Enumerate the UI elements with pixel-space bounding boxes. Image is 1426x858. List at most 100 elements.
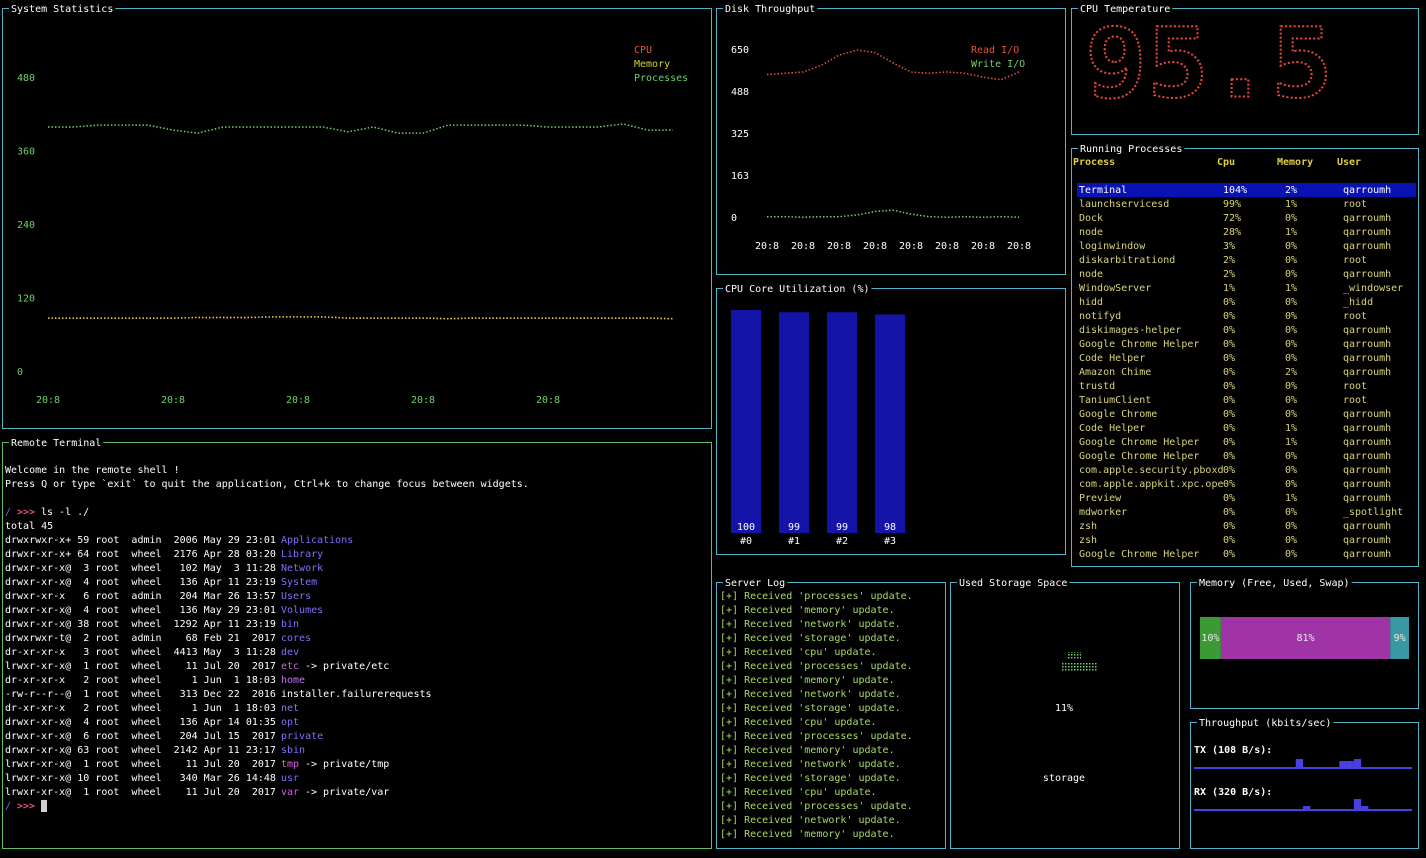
file-name: bin (281, 619, 299, 630)
tx-baseline (1194, 767, 1412, 769)
panel-border (2, 8, 712, 429)
file-name: private (281, 731, 323, 742)
column-header: User (1337, 157, 1361, 168)
terminal-line: total 45 (5, 521, 53, 532)
file-meta: lrwxr-xr-x@ 1 root wheel 11 Jul 20 2017 (5, 787, 276, 798)
table-cell: Google Chrome Helper (1079, 339, 1199, 350)
log-line: [+] Received 'processes' update. (720, 591, 913, 602)
table-cell: notifyd (1079, 311, 1121, 322)
table-cell: 3% (1223, 241, 1235, 252)
x-tick-label: 20:8 (791, 241, 815, 252)
table-cell: 0% (1285, 381, 1297, 392)
table-cell: 1% (1223, 283, 1235, 294)
data-line (767, 209, 1020, 218)
terminal-line: Press Q or type `exit` to quit the appli… (5, 478, 529, 490)
file-name: usr (281, 773, 299, 784)
x-tick-label: 20:8 (36, 395, 60, 406)
value-label: 9% (1394, 633, 1406, 644)
table-cell: qarroumh (1343, 535, 1391, 546)
table-cell: node (1079, 269, 1103, 280)
file-name: installer.failurerequests (281, 689, 432, 700)
table-cell: 0% (1223, 493, 1235, 504)
file-name: dev (281, 647, 299, 658)
file-meta: drwxr-xr-x@ 4 root wheel 136 Apr 11 23:1… (5, 577, 276, 588)
panel-title-bg (957, 577, 1070, 589)
table-cell: root (1343, 199, 1367, 210)
spark-bar (1339, 761, 1347, 767)
table-cell: 0% (1223, 521, 1235, 532)
panel-border (2, 442, 712, 849)
file-meta: drwxr-xr-x@ 4 root wheel 136 May 29 23:0… (5, 605, 276, 616)
table-cell: qarroumh (1343, 325, 1391, 336)
panel-border (716, 8, 1066, 275)
table-cell: 0% (1285, 241, 1297, 252)
link-target: -> private/etc (305, 661, 389, 672)
table-cell: qarroumh (1343, 213, 1391, 224)
column-header: Cpu (1217, 157, 1235, 168)
file-name: sbin (281, 745, 305, 756)
log-line: [+] Received 'cpu' update. (720, 717, 877, 728)
file-meta: drwxr-xr-x 6 root admin 204 Mar 26 13:57 (5, 591, 276, 602)
x-tick-label: 20:8 (863, 241, 887, 252)
table-cell: root (1343, 255, 1367, 266)
table-cell: 72% (1223, 213, 1241, 224)
panel-title-bg (1197, 717, 1334, 729)
table-cell: loginwindow (1079, 241, 1146, 252)
series-label: TX (108 B/s): (1194, 745, 1272, 756)
table-cell: mdworker (1079, 507, 1127, 518)
file-meta: lrwxr-xr-x@ 1 root wheel 11 Jul 20 2017 (5, 661, 276, 672)
table-cell: qarroumh (1343, 353, 1391, 364)
log-line: [+] Received 'storage' update. (720, 703, 901, 714)
table-cell: 0% (1285, 521, 1297, 532)
storage-glyph (1061, 662, 1097, 671)
value-label: 100 (737, 522, 755, 533)
table-cell: 0% (1285, 535, 1297, 546)
x-tick-label: 20:8 (899, 241, 923, 252)
panel-border (716, 582, 946, 849)
panel-title-bg (723, 283, 872, 295)
table-cell: 0% (1223, 325, 1235, 336)
table-cell: 0% (1285, 339, 1297, 350)
file-meta: drwxr-xr-x@ 4 root wheel 136 Apr 14 01:3… (5, 717, 276, 728)
x-tick-label: #1 (788, 536, 800, 547)
table-cell: Amazon Chime (1079, 367, 1151, 378)
panel-title-bg (9, 3, 116, 15)
table-cell: WindowServer (1079, 283, 1151, 294)
table-cell: trustd (1079, 381, 1115, 392)
file-meta: dr-xr-xr-x 3 root wheel 4413 May 3 11:28 (5, 647, 276, 658)
legend-entry: Read I/O (971, 45, 1019, 56)
value-label: 99 (788, 522, 800, 533)
table-cell: 1% (1285, 493, 1297, 504)
file-meta: drwxr-xr-x+ 64 root wheel 2176 Apr 28 03… (5, 549, 276, 560)
log-line: [+] Received 'network' update. (720, 619, 901, 630)
panel-title: Server Log (725, 578, 785, 589)
file-name: net (281, 703, 299, 714)
table-cell: 0% (1223, 367, 1235, 378)
table-cell: qarroumh (1343, 367, 1391, 378)
table-cell: 1% (1285, 227, 1297, 238)
log-line: [+] Received 'network' update. (720, 759, 901, 770)
x-tick-label: 20:8 (935, 241, 959, 252)
y-tick-label: 488 (731, 87, 749, 98)
panel-title: Remote Terminal (11, 438, 101, 449)
log-line: [+] Received 'processes' update. (720, 731, 913, 742)
table-cell: 0% (1285, 213, 1297, 224)
value-label: 99 (836, 522, 848, 533)
table-cell: zsh (1079, 535, 1097, 546)
table-cell: 0% (1223, 381, 1235, 392)
file-name: var (281, 787, 299, 798)
table-cell: 0% (1285, 465, 1297, 476)
panel-title: Disk Throughput (725, 4, 815, 15)
spark-bar (1346, 761, 1354, 767)
table-cell: 1% (1285, 437, 1297, 448)
panel-title: System Statistics (11, 4, 113, 15)
table-cell: qarroumh (1343, 451, 1391, 462)
file-name: Library (281, 549, 323, 560)
selected-row[interactable] (1077, 183, 1416, 197)
table-cell: 2% (1223, 255, 1235, 266)
table-cell: 1% (1285, 199, 1297, 210)
table-cell: 1% (1285, 423, 1297, 434)
spark-bar (1353, 759, 1362, 767)
column-header: Process (1073, 157, 1115, 168)
table-cell: 0% (1285, 507, 1297, 518)
